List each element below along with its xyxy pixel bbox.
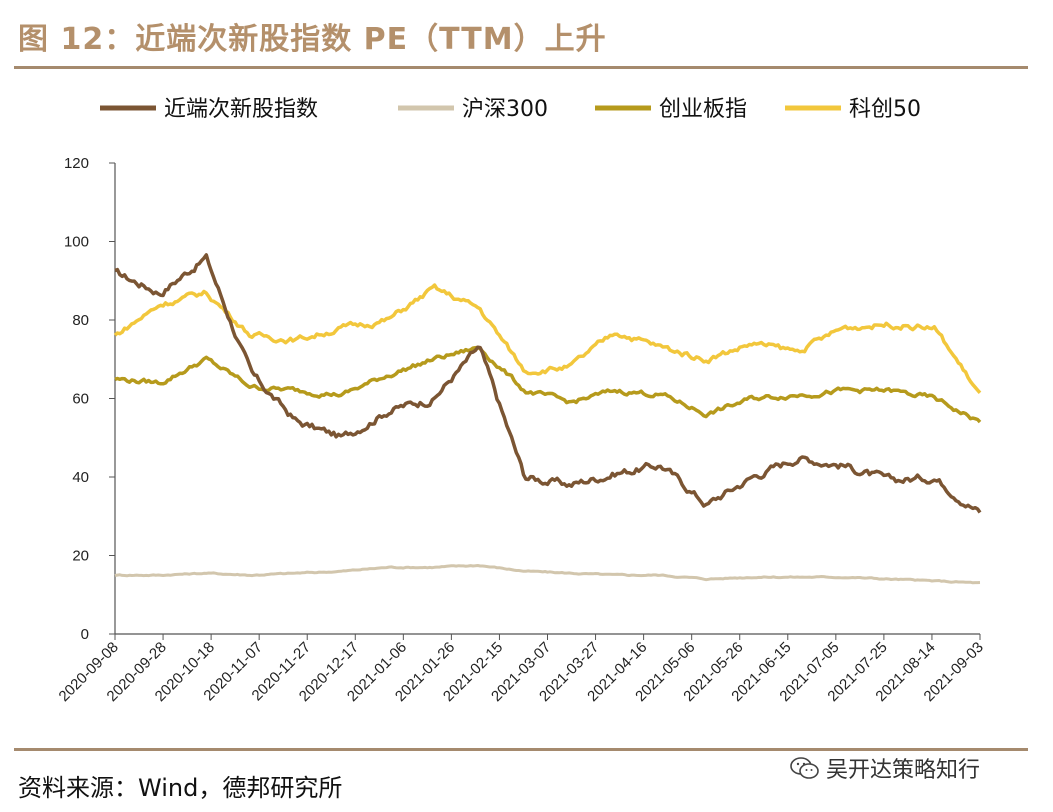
legend-label: 近端次新股指数 (164, 97, 318, 122)
y-tick-label: 60 (72, 391, 89, 408)
y-tick-label: 40 (72, 469, 89, 486)
series-line (113, 283, 982, 394)
figure-title: 图 12：近端次新股指数 PE（TTM）上升 (18, 22, 607, 57)
legend-label: 科创50 (849, 97, 921, 122)
source-note: 资料来源：Wind，德邦研究所 (18, 774, 343, 802)
line-chart: 近端次新股指数 沪深300 创业板指 科创50 0 20 40 60 80 100 120 202… (56, 97, 987, 705)
series-line (114, 564, 981, 585)
watermark: 吴开达策略知行 (790, 752, 980, 784)
y-tick-label: 0 (81, 626, 89, 643)
chart-legend: 近端次新股指数 沪深300 创业板指 科创50 (100, 97, 921, 122)
y-tick-label: 120 (64, 155, 89, 172)
series-lines (113, 253, 982, 585)
watermark-text: 吴开达策略知行 (826, 758, 981, 783)
x-axis-ticks: 2020-09-082020-09-282020-10-182020-11-07… (56, 634, 987, 705)
y-tick-label: 20 (72, 548, 89, 565)
wechat-icon (790, 757, 819, 779)
y-axis-ticks: 0 20 40 60 80 100 120 (64, 155, 115, 643)
legend-label: 创业板指 (659, 97, 747, 122)
chart-axes (114, 163, 980, 635)
legend-label: 沪深300 (462, 97, 548, 122)
y-tick-label: 100 (64, 234, 89, 251)
y-tick-label: 80 (72, 312, 89, 329)
series-line (114, 345, 982, 424)
footer-divider (14, 748, 1028, 751)
series-line (114, 253, 982, 514)
title-divider (14, 66, 1028, 69)
